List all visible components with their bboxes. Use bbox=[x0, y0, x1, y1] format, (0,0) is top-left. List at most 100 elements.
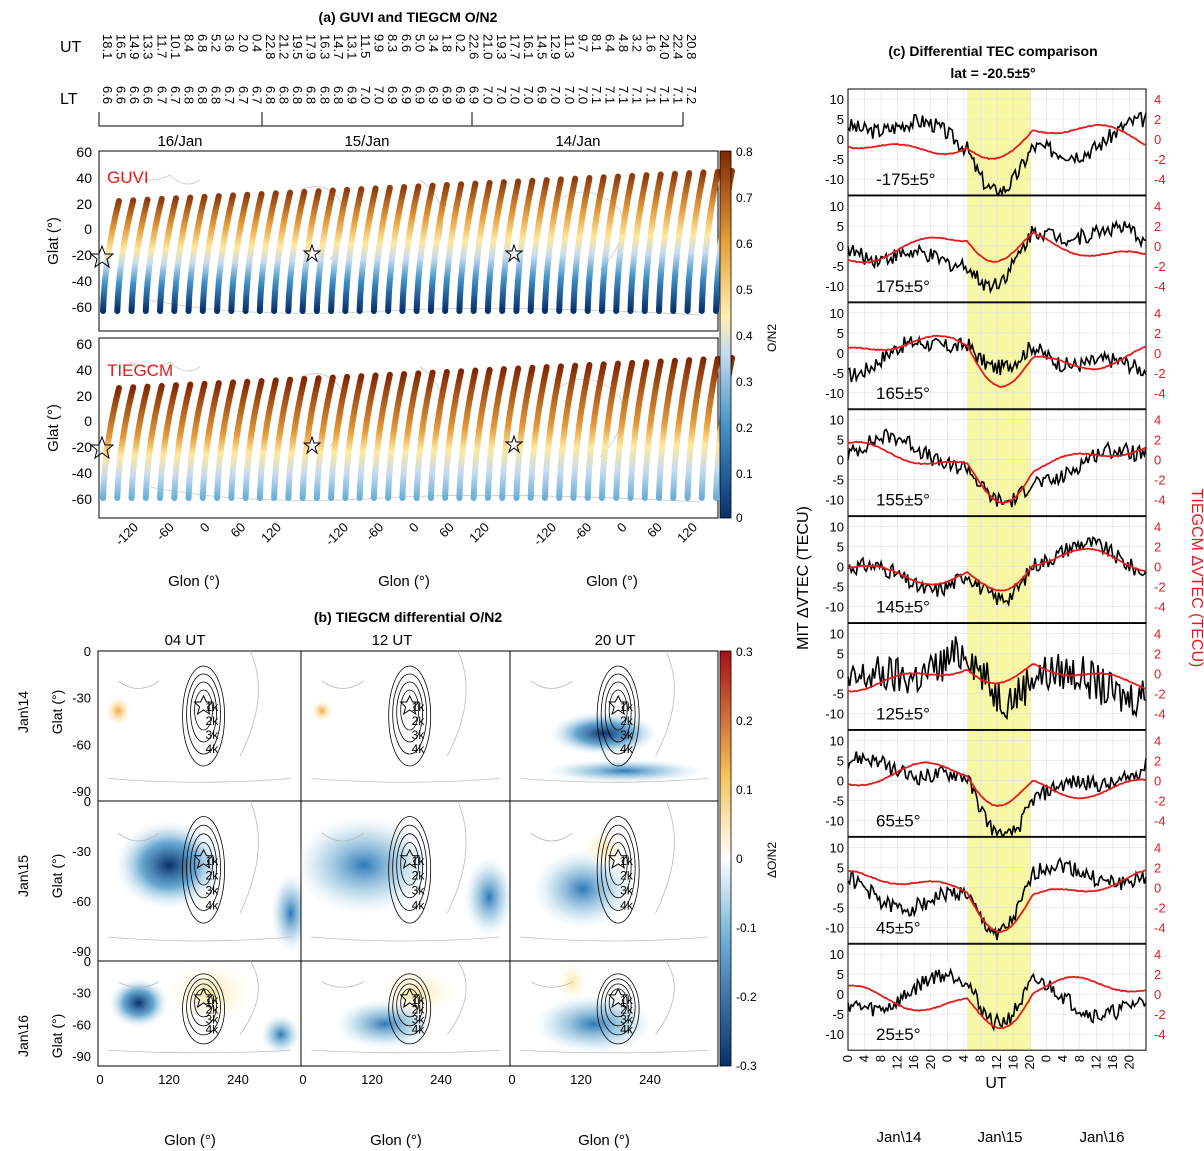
glon-tick: 60 bbox=[436, 520, 457, 541]
contour-label: 4k bbox=[412, 899, 426, 913]
satellite-track bbox=[399, 370, 422, 501]
satellite-track bbox=[570, 361, 593, 501]
guvi-tracks bbox=[100, 168, 735, 314]
longitude-label: -175±5° bbox=[876, 170, 936, 189]
glon-tick-labels: -120 -60 0 60 120 -120 -60 0 60 120 -120 -60 0 60 120 bbox=[112, 520, 700, 549]
lt-tick-label: 6.7 bbox=[168, 86, 183, 104]
ut-tick-label: 6.6 bbox=[399, 34, 414, 52]
contour-label: 3k bbox=[206, 884, 220, 898]
satellite-track bbox=[499, 178, 522, 314]
satellite-track bbox=[185, 380, 208, 501]
ut-tick-label: 24.0 bbox=[657, 34, 672, 59]
tec-xtick: 12 bbox=[890, 1055, 905, 1069]
ut-tick-label: 11.5 bbox=[358, 34, 373, 58]
colorbar-on2: 0.8 0.7 0.6 0.5 0.4 0.3 0.2 0.1 0 O/N2 bbox=[719, 145, 779, 525]
tec-day-2: Jan\15 bbox=[977, 1129, 1022, 1146]
satellite-track bbox=[541, 363, 564, 501]
contour-line bbox=[600, 824, 636, 911]
star-marker bbox=[607, 848, 629, 869]
mit-ytick: -10 bbox=[825, 386, 844, 401]
col-title-2: 12 UT bbox=[372, 632, 413, 649]
o2n2-anomaly bbox=[108, 978, 169, 1028]
star-marker bbox=[89, 243, 524, 269]
day-label-1: 16/Jan bbox=[157, 133, 202, 150]
svg-text:60: 60 bbox=[76, 336, 92, 352]
contour-line bbox=[388, 816, 432, 924]
contour-line bbox=[596, 973, 640, 1045]
contour-line bbox=[388, 973, 432, 1045]
satellite-track bbox=[527, 177, 550, 314]
satellite-track bbox=[584, 174, 607, 314]
tiegcm-ytick: 0 bbox=[1154, 239, 1161, 254]
lt-tick-label: 6.6 bbox=[114, 86, 129, 104]
satellite-track bbox=[157, 195, 180, 314]
tiegcm-ytick: 2 bbox=[1154, 112, 1161, 127]
satellite-track bbox=[670, 170, 693, 314]
guvi-ylabel: Glat (°) bbox=[45, 217, 62, 265]
satellite-track bbox=[356, 185, 379, 314]
mit-ytick: -10 bbox=[825, 600, 844, 615]
lt-tick-label: 6.8 bbox=[263, 86, 278, 104]
contour-label: 4k bbox=[206, 1022, 220, 1036]
contour-line bbox=[396, 681, 424, 743]
contour-line bbox=[604, 983, 632, 1027]
mit-ytick: 10 bbox=[830, 413, 844, 428]
contour-label: 3k bbox=[206, 1013, 220, 1027]
lt-tick-label: 6.7 bbox=[222, 86, 237, 104]
satellite-track bbox=[399, 183, 422, 314]
lt-tick-label: 6.8 bbox=[195, 86, 210, 104]
lt-tick-label: 6.8 bbox=[317, 86, 332, 104]
contour-label: 2k bbox=[206, 1003, 220, 1017]
longitude-label: 175±5° bbox=[876, 277, 930, 296]
tiegcm-ytick: 4 bbox=[1154, 306, 1161, 321]
lt-tick-label: 6.8 bbox=[277, 86, 292, 104]
satellite-track bbox=[442, 181, 465, 314]
lt-tick-label: 6.8 bbox=[209, 86, 224, 104]
ut-tick-label: 22.8 bbox=[263, 34, 278, 59]
svg-text:0.2: 0.2 bbox=[736, 421, 753, 435]
svg-text:40: 40 bbox=[76, 170, 92, 186]
svg-text:0.5: 0.5 bbox=[736, 283, 753, 297]
tiegcm-ytick: -4 bbox=[1154, 279, 1166, 294]
satellite-track bbox=[370, 184, 393, 314]
lt-tick-label: 6.9 bbox=[412, 86, 427, 104]
star-marker bbox=[399, 694, 420, 716]
satellite-track bbox=[556, 175, 579, 314]
satellite-track bbox=[328, 373, 351, 501]
lt-tick-label: 7.1 bbox=[657, 86, 672, 104]
mit-ytick: -5 bbox=[832, 900, 844, 915]
tiegcm-ytick: -4 bbox=[1154, 920, 1166, 935]
satellite-track bbox=[114, 384, 137, 501]
tec-xtick: 12 bbox=[989, 1055, 1004, 1069]
ut-tick-label: 1.6 bbox=[643, 34, 658, 52]
contour-label: 3k bbox=[620, 884, 634, 898]
glon-tick: 0 bbox=[614, 520, 630, 536]
lt-tick-label: 6.7 bbox=[249, 86, 264, 104]
satellite-track bbox=[100, 385, 122, 501]
svg-text:-20: -20 bbox=[72, 247, 92, 263]
lt-tick-label: 6.9 bbox=[453, 86, 468, 104]
contour-line bbox=[392, 978, 428, 1036]
satellite-track bbox=[256, 377, 279, 501]
panel-b-ytick: 0 bbox=[84, 644, 91, 659]
tiegcm-ytick: 4 bbox=[1154, 733, 1161, 748]
coastline bbox=[520, 800, 708, 942]
tiegcm-ytick: 4 bbox=[1154, 627, 1161, 642]
star-marker bbox=[193, 848, 214, 869]
tiegcm-ytick: 4 bbox=[1154, 520, 1161, 535]
satellite-track bbox=[641, 358, 664, 501]
contour-line bbox=[600, 978, 636, 1036]
satellite-track bbox=[100, 198, 122, 314]
ut-tick-label: 8.3 bbox=[385, 34, 400, 52]
glon-xlabel-1: Glon (°) bbox=[168, 573, 220, 590]
tiegcm-ytick: -2 bbox=[1154, 366, 1166, 381]
tiegcm-ytick: -4 bbox=[1154, 1027, 1166, 1042]
tiegcm-ytick: -2 bbox=[1154, 580, 1166, 595]
panel-b-xtick: 240 bbox=[639, 1072, 661, 1087]
lt-tick-label: 7.0 bbox=[494, 86, 509, 104]
contour-line bbox=[182, 816, 225, 924]
guvi-subplot: GUVI bbox=[89, 150, 735, 332]
mit-ytick: 0 bbox=[837, 773, 844, 788]
